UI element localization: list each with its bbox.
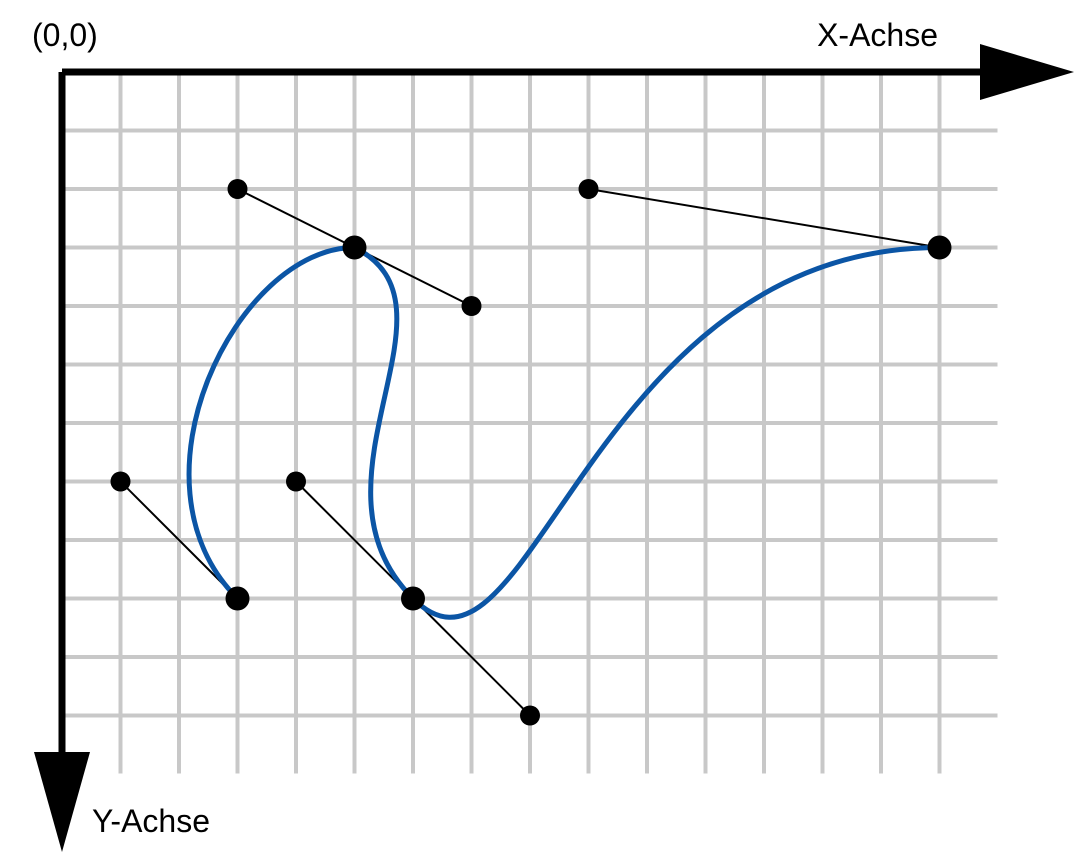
control-point [110,471,131,492]
origin-label: (0,0) [32,17,98,53]
x-axis-label: X-Achse [817,17,938,53]
control-point [286,471,306,492]
anchor-point [342,235,367,260]
points [110,179,952,726]
handle-line [588,188,940,249]
anchor-point [225,586,250,611]
control-point [227,179,248,199]
grid [62,72,998,774]
control-point [461,296,482,316]
control-point [520,705,540,726]
y-axis-arrow-icon [34,752,90,852]
anchor-point [401,586,425,611]
handle-line [237,188,355,249]
anchor-point [927,235,952,260]
control-point [578,179,599,199]
axes [34,44,1074,852]
handle-line [412,597,531,717]
y-axis-label: Y-Achse [92,803,210,839]
handle-line [354,246,472,307]
x-axis-arrow-icon [980,44,1074,100]
bezier-curve [186,245,942,620]
